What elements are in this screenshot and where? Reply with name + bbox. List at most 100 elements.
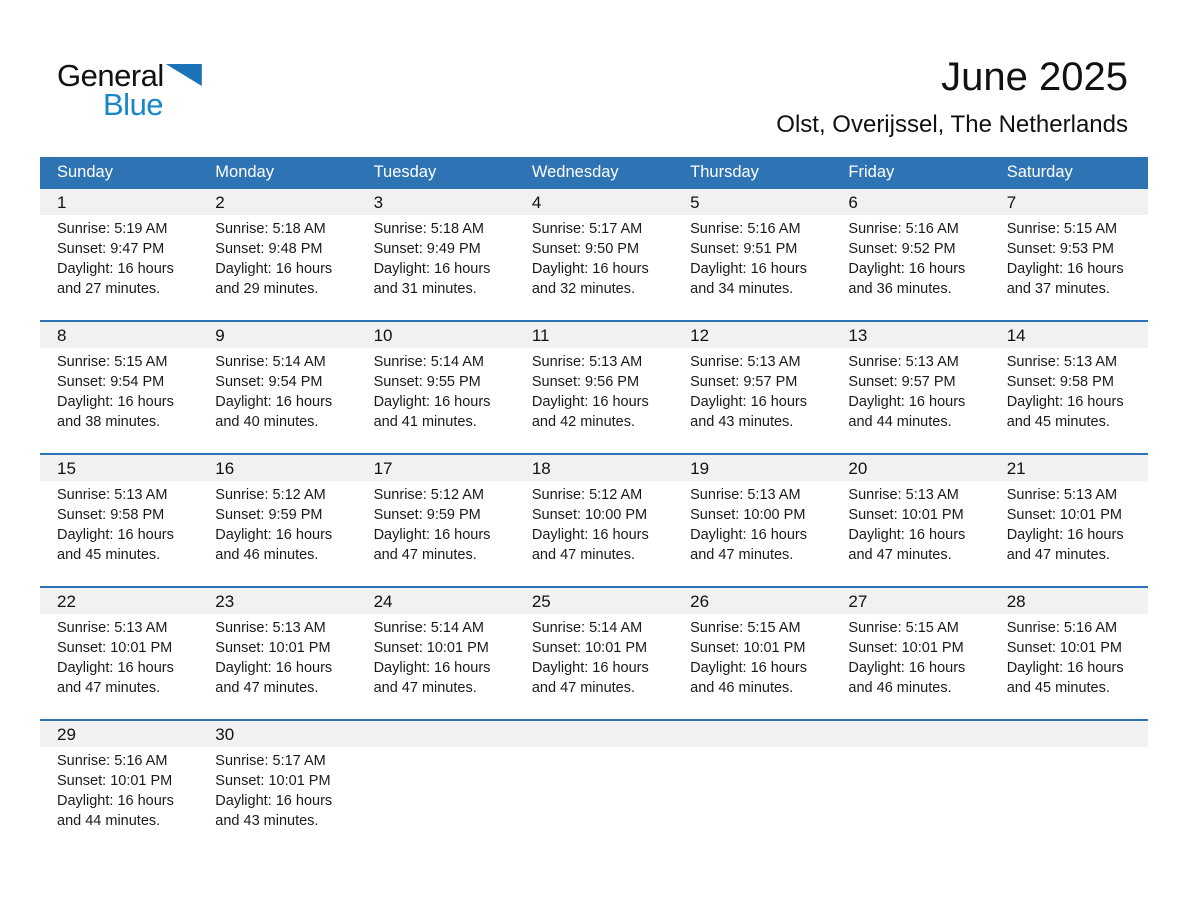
day-number: 26 [673,588,832,614]
sunset-text: Sunset: 9:53 PM [1006,241,1114,257]
day-number: 4 [514,189,674,215]
daylight-text: Daylight: 16 hours and 34 minutes. [690,261,808,297]
day-details: Sunrise: 5:12 AM Sunset: 9:59 PM Daylight:… [198,481,356,577]
day-cell: 10 Sunrise: 5:14 AM Sunset: 9:55 PM Dayligh… [356,322,515,453]
logo-top-row: General [57,60,202,91]
day-cell: 1 Sunrise: 5:19 AM Sunset: 9:47 PM Daylight… [40,189,199,320]
page-header: General Blue June 2025 Olst, Overijssel,… [0,0,1188,157]
daylight-text: Daylight: 16 hours and 41 minutes. [373,394,491,430]
daylight-text: Daylight: 16 hours and 47 minutes. [57,660,174,696]
day-number [989,721,1148,747]
sunrise-text: Sunrise: 5:16 AM [57,753,168,769]
day-details: Sunrise: 5:13 AM Sunset: 9:56 PM Daylight:… [515,348,673,444]
day-details: Sunrise: 5:19 AM Sunset: 9:47 PM Daylight:… [40,215,198,311]
day-cell: 3 Sunrise: 5:18 AM Sunset: 9:49 PM Daylight… [356,189,515,320]
day-cell: 13 Sunrise: 5:13 AM Sunset: 9:57 PM Dayligh… [831,322,990,453]
sunset-text: Sunset: 9:57 PM [690,374,798,390]
daylight-text: Daylight: 16 hours and 47 minutes. [690,527,808,563]
day-number: 27 [831,588,990,614]
weekday-label-thursday: Thursday [690,163,759,181]
weekday-label-wednesday: Wednesday [531,163,619,181]
week-row: 22 Sunrise: 5:13 AM Sunset: 10:01 PM Daylig… [40,586,1148,719]
weekday-label-saturday: Saturday [1006,163,1073,181]
empty-day-cell [831,721,990,852]
day-number: 17 [356,455,515,481]
day-cell: 27 Sunrise: 5:15 AM Sunset: 10:01 PM Daylig… [831,588,990,719]
empty-day-cell [514,721,674,852]
week-row: 8 Sunrise: 5:15 AM Sunset: 9:54 PM Daylight… [40,320,1148,453]
sunset-text: Sunset: 9:51 PM [690,241,798,257]
sunset-text: Sunset: 10:01 PM [57,640,173,656]
daylight-text: Daylight: 16 hours and 32 minutes. [531,261,649,297]
day-cell: 5 Sunrise: 5:16 AM Sunset: 9:51 PM Daylight… [673,189,832,320]
sunset-text: Sunset: 9:59 PM [215,507,323,523]
sunrise-text: Sunrise: 5:14 AM [531,620,643,636]
day-number: 5 [673,189,832,215]
day-number: 21 [989,455,1148,481]
sunrise-text: Sunrise: 5:15 AM [57,354,168,370]
sunrise-text: Sunrise: 5:18 AM [215,221,326,237]
day-details: Sunrise: 5:16 AM Sunset: 10:01 PM Daylight… [40,747,198,843]
sunrise-text: Sunrise: 5:13 AM [57,620,168,636]
sunset-text: Sunset: 10:01 PM [373,640,489,656]
sunrise-text: Sunrise: 5:13 AM [1006,354,1118,370]
day-number: 3 [356,189,515,215]
day-details: Sunrise: 5:15 AM Sunset: 10:01 PM Daylight… [673,614,831,710]
day-number: 15 [40,455,199,481]
daylight-text: Daylight: 16 hours and 45 minutes. [1006,394,1124,430]
sunrise-text: Sunrise: 5:17 AM [215,753,326,769]
day-details: Sunrise: 5:12 AM Sunset: 10:00 PM Daylight… [515,481,673,577]
day-number: 19 [673,455,832,481]
day-cell: 4 Sunrise: 5:17 AM Sunset: 9:50 PM Daylight… [514,189,674,320]
daylight-text: Daylight: 16 hours and 47 minutes. [1006,527,1124,563]
day-cell: 12 Sunrise: 5:13 AM Sunset: 9:57 PM Dayligh… [673,322,832,453]
day-details: Sunrise: 5:14 AM Sunset: 10:01 PM Daylight… [515,614,673,710]
weekday-header-row: Sunday Monday Tuesday Wednesday Thursday… [40,157,1148,187]
day-number: 20 [831,455,990,481]
sunrise-text: Sunrise: 5:14 AM [373,620,484,636]
daylight-text: Daylight: 16 hours and 29 minutes. [215,261,333,297]
daylight-text: Daylight: 16 hours and 38 minutes. [57,394,174,430]
daylight-text: Daylight: 16 hours and 47 minutes. [531,527,649,563]
day-details: Sunrise: 5:13 AM Sunset: 10:01 PM Daylight… [198,614,356,710]
daylight-text: Daylight: 16 hours and 27 minutes. [57,261,174,297]
day-cell: 29 Sunrise: 5:16 AM Sunset: 10:01 PM Daylig… [40,721,199,852]
sunrise-text: Sunrise: 5:13 AM [57,487,168,503]
sunset-text: Sunset: 9:55 PM [373,374,481,390]
daylight-text: Daylight: 16 hours and 47 minutes. [373,527,491,563]
day-cell: 26 Sunrise: 5:15 AM Sunset: 10:01 PM Daylig… [673,588,832,719]
weekday-label-monday: Monday [215,163,274,181]
sunrise-text: Sunrise: 5:14 AM [215,354,326,370]
day-details: Sunrise: 5:13 AM Sunset: 10:01 PM Daylight… [831,481,989,577]
sunrise-text: Sunrise: 5:12 AM [531,487,643,503]
day-cell: 11 Sunrise: 5:13 AM Sunset: 9:56 PM Dayligh… [514,322,674,453]
daylight-text: Daylight: 16 hours and 47 minutes. [848,527,966,563]
sunset-text: Sunset: 10:01 PM [1006,507,1122,523]
sunrise-text: Sunrise: 5:13 AM [848,354,959,370]
day-cell: 25 Sunrise: 5:14 AM Sunset: 10:01 PM Daylig… [514,588,674,719]
sunset-text: Sunset: 10:01 PM [848,640,964,656]
sunset-text: Sunset: 9:52 PM [848,241,956,257]
daylight-text: Daylight: 16 hours and 43 minutes. [215,793,333,829]
sunrise-text: Sunrise: 5:14 AM [373,354,484,370]
day-cell: 19 Sunrise: 5:13 AM Sunset: 10:00 PM Daylig… [673,455,832,586]
weekday-label-sunday: Sunday [57,163,113,181]
day-details: Sunrise: 5:14 AM Sunset: 9:54 PM Daylight:… [198,348,356,444]
daylight-text: Daylight: 16 hours and 44 minutes. [848,394,966,430]
day-number [673,721,832,747]
day-cell: 2 Sunrise: 5:18 AM Sunset: 9:48 PM Daylight… [198,189,357,320]
sunset-text: Sunset: 9:58 PM [57,507,165,523]
day-details: Sunrise: 5:13 AM Sunset: 9:58 PM Daylight:… [40,481,198,577]
day-details [515,747,673,763]
daylight-text: Daylight: 16 hours and 46 minutes. [848,660,966,696]
day-details [357,747,515,763]
day-number: 6 [831,189,990,215]
empty-day-cell [989,721,1148,852]
day-number: 22 [40,588,199,614]
weekday-label-tuesday: Tuesday [373,163,437,181]
sunrise-text: Sunrise: 5:12 AM [215,487,326,503]
day-details: Sunrise: 5:13 AM Sunset: 10:01 PM Daylight… [40,614,198,710]
sunrise-text: Sunrise: 5:15 AM [690,620,801,636]
sunset-text: Sunset: 9:54 PM [215,374,323,390]
day-number: 25 [514,588,674,614]
